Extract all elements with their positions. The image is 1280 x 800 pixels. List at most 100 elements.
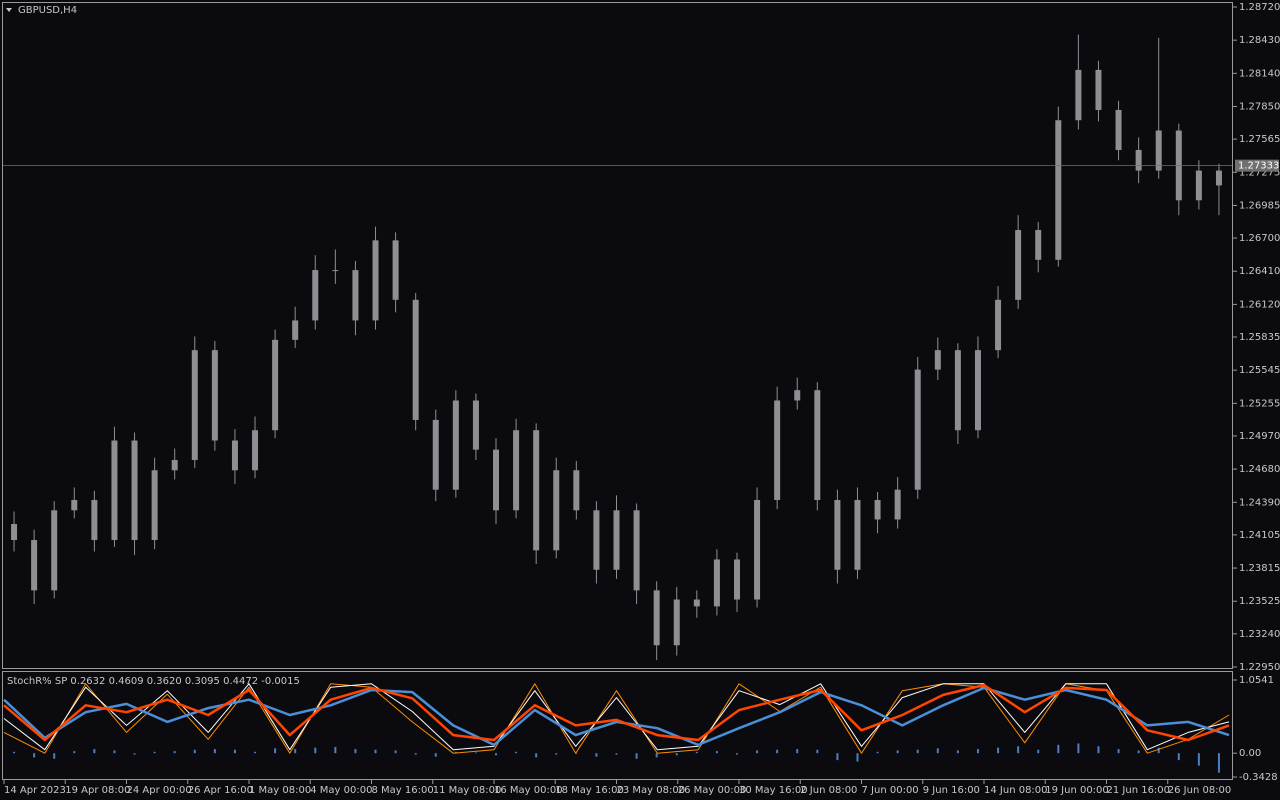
histogram-bar (796, 749, 799, 754)
histogram-bar (1097, 746, 1100, 754)
candle-body (573, 470, 580, 511)
candle-body (1055, 120, 1062, 260)
candle-body (1155, 130, 1162, 171)
x-tick-label: 1 May 08:00 (249, 785, 311, 796)
y-tick-label: 1.26985 (1239, 200, 1280, 211)
histogram-bar (896, 750, 899, 754)
y-tick-label: 1.27565 (1239, 134, 1280, 145)
histogram-bar (394, 750, 397, 754)
candle-body (914, 369, 921, 490)
candle-body (332, 270, 339, 272)
candle-body (673, 599, 680, 646)
y-tick-label: 1.23525 (1239, 596, 1280, 607)
candle-body (874, 499, 881, 520)
candle-body (31, 540, 38, 591)
histogram-bar (1157, 747, 1160, 754)
candle-body (412, 299, 419, 420)
current-price-label: 1.27333 (1238, 161, 1279, 172)
x-tick-label: 21 Jun 16:00 (1107, 785, 1171, 796)
histogram-bar (976, 749, 979, 754)
y-tick-label: 1.28140 (1239, 68, 1280, 79)
histogram-bar (13, 751, 16, 754)
candle-body (1095, 69, 1102, 110)
candle-body (854, 499, 861, 570)
candle-body (713, 559, 720, 607)
x-tick-label: 19 Jun 00:00 (1045, 785, 1109, 796)
x-tick-label: 11 May 08:00 (433, 785, 502, 796)
histogram-bar (1017, 746, 1020, 754)
histogram-bar (53, 753, 56, 759)
symbol-menu-arrow[interactable] (6, 8, 12, 12)
histogram-bar (856, 753, 859, 762)
candle-body (1215, 170, 1222, 186)
candle-body (533, 430, 540, 551)
x-tick-label: 7 Jun 00:00 (862, 785, 919, 796)
x-tick-label: 4 May 00:00 (310, 785, 372, 796)
candle-body (613, 510, 620, 570)
histogram-bar (756, 750, 759, 754)
candle-body (493, 449, 500, 511)
histogram-bar (133, 753, 136, 755)
histogram-bar (374, 749, 377, 754)
histogram-bar (675, 753, 678, 756)
candle-body (372, 240, 379, 321)
y-tick-label: 1.26410 (1239, 266, 1280, 277)
x-tick-label: 19 Apr 08:00 (65, 785, 130, 796)
histogram-bar (1037, 749, 1040, 754)
histogram-bar (1077, 743, 1080, 754)
histogram-bar (254, 751, 257, 754)
histogram-bar (1057, 744, 1060, 754)
x-tick-label: 23 May 08:00 (617, 785, 686, 796)
histogram-bar (595, 753, 598, 757)
indicator-line (3, 683, 1230, 751)
histogram-bar (274, 748, 277, 754)
histogram-bar (1117, 749, 1120, 754)
histogram-bar (495, 753, 498, 756)
candle-body (974, 350, 981, 431)
histogram-bar (997, 747, 1000, 754)
histogram-bar (153, 751, 156, 754)
histogram-bar (113, 750, 116, 754)
y-tick-label: 1.0541 (1239, 675, 1274, 686)
indicator-line (3, 683, 1230, 754)
histogram-bar (173, 751, 176, 754)
histogram-bar (1197, 753, 1200, 766)
candle-body (593, 510, 600, 570)
candle-body (794, 390, 801, 401)
y-tick-label: -0.3428 (1239, 772, 1278, 783)
x-tick-label: 14 Apr 2023 (4, 785, 66, 796)
histogram-bar (555, 753, 558, 755)
candle-body (472, 400, 479, 450)
histogram-bar (635, 753, 638, 759)
candle-body (1135, 149, 1142, 171)
candle-body (111, 440, 118, 541)
candle-body (1015, 230, 1022, 300)
candle-body (834, 499, 841, 570)
candle-body (1115, 109, 1122, 150)
candle-body (1195, 170, 1202, 201)
histogram-bar (655, 753, 658, 758)
candle-body (894, 489, 901, 520)
candle-body (452, 400, 459, 490)
candle-body (633, 510, 640, 591)
candle-body (151, 470, 158, 541)
histogram-bar (314, 747, 317, 754)
candle-body (934, 350, 941, 370)
y-tick-label: 1.23815 (1239, 563, 1280, 574)
x-tick-label: 14 Jun 08:00 (984, 785, 1048, 796)
histogram-bar (816, 749, 819, 754)
histogram-bar (1217, 753, 1220, 773)
candle-body (272, 339, 279, 431)
candle-body (693, 599, 700, 607)
y-tick-label: 1.24105 (1239, 530, 1280, 541)
histogram-bar (233, 749, 236, 754)
histogram-bar (294, 749, 297, 754)
candle-body (733, 559, 740, 600)
histogram-bar (715, 751, 718, 754)
candle-body (814, 390, 821, 500)
candle-body (292, 320, 299, 340)
x-tick-label: 30 May 16:00 (739, 785, 808, 796)
y-tick-label: 1.24970 (1239, 431, 1280, 442)
y-tick-label: 1.28720 (1239, 2, 1280, 13)
y-tick-label: 1.25255 (1239, 398, 1280, 409)
